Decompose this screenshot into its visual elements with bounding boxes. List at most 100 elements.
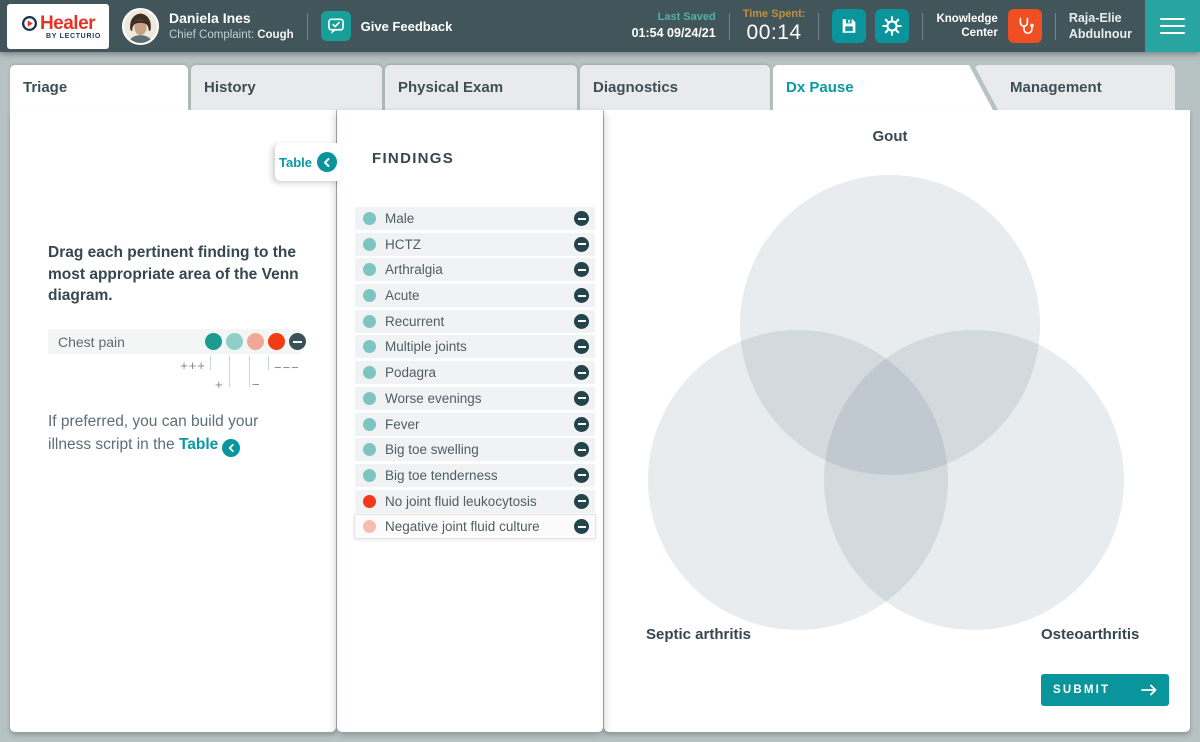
venn-circle-osteoarthritis[interactable] [824, 330, 1124, 630]
patient-avatar [122, 7, 159, 45]
remove-finding-button[interactable] [574, 442, 589, 458]
finding-row-hctz[interactable]: HCTZ [355, 232, 595, 256]
tab-management[interactable]: Management [974, 65, 1175, 110]
divider [818, 12, 820, 40]
legend-positive: + [215, 377, 224, 392]
legend-strong-negative: −−− [274, 360, 300, 375]
last-saved: Last Saved 01:54 09/24/21 [632, 10, 716, 42]
remove-finding-button[interactable] [574, 365, 589, 381]
logo-line: Healer [21, 13, 96, 35]
floppy-disk-icon [843, 19, 856, 33]
save-button[interactable] [832, 9, 867, 43]
venn-panel: Gout Septic arthritis Osteoarthritis SUB… [604, 110, 1190, 732]
remove-finding-button[interactable] [574, 416, 589, 432]
remove-finding-button[interactable] [574, 236, 589, 252]
remove-finding-button[interactable] [574, 211, 589, 226]
hint-line1: If preferred, you can build your [48, 413, 259, 430]
finding-row-no-joint-fluid-leukocytosis[interactable]: No joint fluid leukocytosis [355, 489, 595, 513]
finding-label: Worse evenings [385, 390, 482, 406]
knowledge-center-button[interactable] [1007, 9, 1042, 43]
arrow-right-icon [1141, 684, 1157, 696]
legend-line [210, 356, 211, 370]
strong-positive-dot-icon [205, 333, 222, 350]
example-finding-label: Chest pain [58, 333, 125, 350]
venn-label-gout: Gout [872, 128, 908, 145]
table-toggle-button[interactable]: Table [275, 143, 341, 181]
legend-line [249, 356, 250, 387]
strong-negative-dot-icon [268, 333, 285, 350]
remove-finding-button[interactable] [574, 262, 589, 278]
finding-row-negative-joint-fluid-culture[interactable]: Negative joint fluid culture [354, 514, 596, 540]
finding-row-worse-evenings[interactable]: Worse evenings [355, 386, 595, 410]
user-name: Raja-Elie Abdulnour [1069, 10, 1132, 43]
finding-label: Big toe swelling [385, 442, 479, 458]
legend-line [268, 356, 269, 370]
finding-dot-icon [363, 417, 376, 431]
patient-portrait [124, 9, 157, 43]
finding-row-recurrent[interactable]: Recurrent [355, 309, 595, 333]
finding-label: No joint fluid leukocytosis [385, 493, 537, 509]
chevron-left-icon[interactable] [222, 439, 241, 457]
finding-label: Podagra [385, 365, 437, 381]
positive-dot-icon [226, 333, 243, 350]
finding-row-acute[interactable]: Acute [355, 284, 595, 308]
tab-triage[interactable]: Triage [10, 65, 188, 110]
finding-row-big-toe-tenderness[interactable]: Big toe tenderness [355, 463, 595, 487]
chief-complaint-value: Cough [257, 28, 294, 41]
finding-label: Acute [385, 288, 420, 304]
table-hint: If preferred, you can build your illness… [48, 410, 320, 457]
finding-dot-icon [363, 468, 376, 482]
submit-button[interactable]: SUBMIT [1041, 674, 1169, 706]
finding-dot-icon [363, 289, 376, 303]
divider [728, 12, 730, 40]
finding-label: HCTZ [385, 236, 421, 252]
finding-row-multiple-joints[interactable]: Multiple joints [355, 335, 595, 359]
user-name-line2: Abdulnour [1068, 27, 1132, 41]
finding-row-podagra[interactable]: Podagra [355, 361, 595, 385]
venn-label-osteoarthritis: Osteoarthritis [1041, 626, 1140, 643]
menu-bar-icon [1160, 31, 1185, 35]
finding-row-fever[interactable]: Fever [355, 412, 595, 436]
tab-dx-pause[interactable]: Dx Pause [773, 65, 993, 110]
finding-row-arthralgia[interactable]: Arthralgia [355, 258, 595, 282]
remove-finding-button[interactable] [574, 519, 589, 535]
time-spent-label: Time Spent: [742, 8, 806, 21]
chevron-left-icon [317, 152, 337, 172]
remove-finding-button[interactable] [574, 288, 589, 304]
tab-history[interactable]: History [191, 65, 382, 110]
last-saved-value: 01:54 09/24/21 [631, 25, 716, 40]
legend-line [229, 356, 230, 387]
divider [922, 12, 924, 40]
knowledge-center-line2: Center [961, 27, 998, 39]
remove-finding-button[interactable] [574, 493, 589, 509]
finding-label: Fever [385, 416, 420, 432]
instructions-panel: Drag each pertinent finding to the most … [10, 110, 336, 732]
give-feedback-button[interactable]: Give Feedback [320, 11, 452, 41]
hamburger-menu-button[interactable] [1145, 0, 1200, 52]
finding-dot-icon [363, 391, 376, 405]
tab-bar: Triage History Physical Exam Diagnostics… [10, 65, 1178, 110]
table-link[interactable]: Table [178, 436, 219, 453]
finding-label: Recurrent [385, 313, 445, 329]
remove-finding-button[interactable] [574, 313, 589, 329]
gear-icon [882, 16, 903, 36]
user-name-line1: Raja-Elie [1068, 10, 1122, 25]
feedback-bubble-check-icon [320, 11, 351, 41]
finding-dot-icon [363, 263, 376, 277]
menu-bar-icon [1160, 24, 1185, 28]
finding-row-big-toe-swelling[interactable]: Big toe swelling [355, 438, 595, 462]
finding-row-male[interactable]: Male [355, 207, 595, 230]
remove-finding-button[interactable] [574, 339, 589, 355]
finding-dot-icon [363, 520, 376, 534]
tab-physical-exam[interactable]: Physical Exam [385, 65, 577, 110]
settings-button[interactable] [875, 9, 910, 43]
finding-label: Big toe tenderness [385, 467, 498, 483]
remove-finding-button[interactable] [574, 390, 589, 406]
tab-diagnostics[interactable]: Diagnostics [580, 65, 770, 110]
findings-list: Male HCTZ Arthralgia Acute Recurrent [354, 207, 596, 540]
finding-dot-icon [363, 340, 376, 354]
hint-line2: illness script in the Table [48, 433, 320, 457]
last-saved-label: Last Saved [657, 11, 716, 24]
negative-dot-icon [247, 333, 264, 350]
remove-finding-button[interactable] [574, 467, 589, 483]
